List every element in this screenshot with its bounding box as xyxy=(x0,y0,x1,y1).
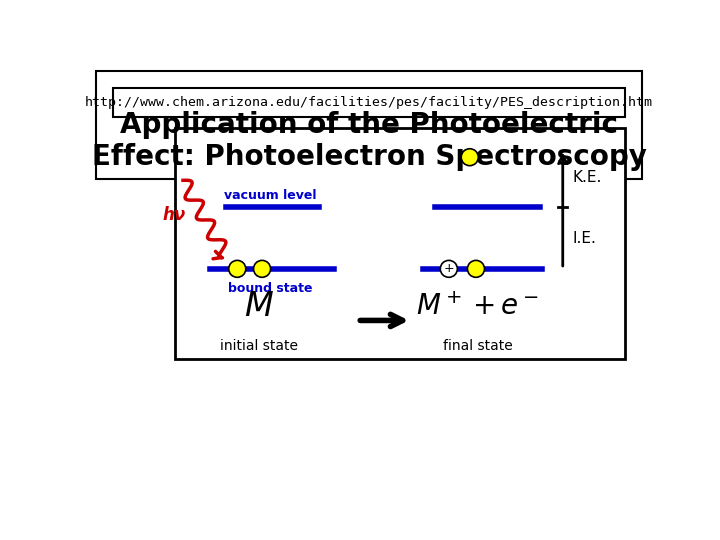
Circle shape xyxy=(253,260,271,278)
Text: $M$: $M$ xyxy=(244,292,274,323)
FancyBboxPatch shape xyxy=(113,88,625,117)
Text: hν: hν xyxy=(162,206,185,224)
Text: $M^+ + e^-$: $M^+ + e^-$ xyxy=(416,293,539,321)
Circle shape xyxy=(229,260,246,278)
Text: I.E.: I.E. xyxy=(572,231,596,246)
Text: Effect: Photoelectron Spectroscopy: Effect: Photoelectron Spectroscopy xyxy=(91,143,647,171)
Text: bound state: bound state xyxy=(228,282,312,295)
Text: initial state: initial state xyxy=(220,339,298,353)
FancyBboxPatch shape xyxy=(96,71,642,179)
Circle shape xyxy=(441,260,457,278)
Circle shape xyxy=(462,148,478,166)
Text: final state: final state xyxy=(443,339,513,353)
FancyBboxPatch shape xyxy=(175,128,625,359)
Text: +: + xyxy=(444,262,454,275)
Text: http://www.chem.arizona.edu/facilities/pes/facility/PES_description.htm: http://www.chem.arizona.edu/facilities/p… xyxy=(85,96,653,109)
Circle shape xyxy=(467,260,485,278)
Text: K.E.: K.E. xyxy=(572,171,601,186)
Text: Application of the Photoelectric: Application of the Photoelectric xyxy=(120,111,618,139)
Text: vacuum level: vacuum level xyxy=(223,189,316,202)
